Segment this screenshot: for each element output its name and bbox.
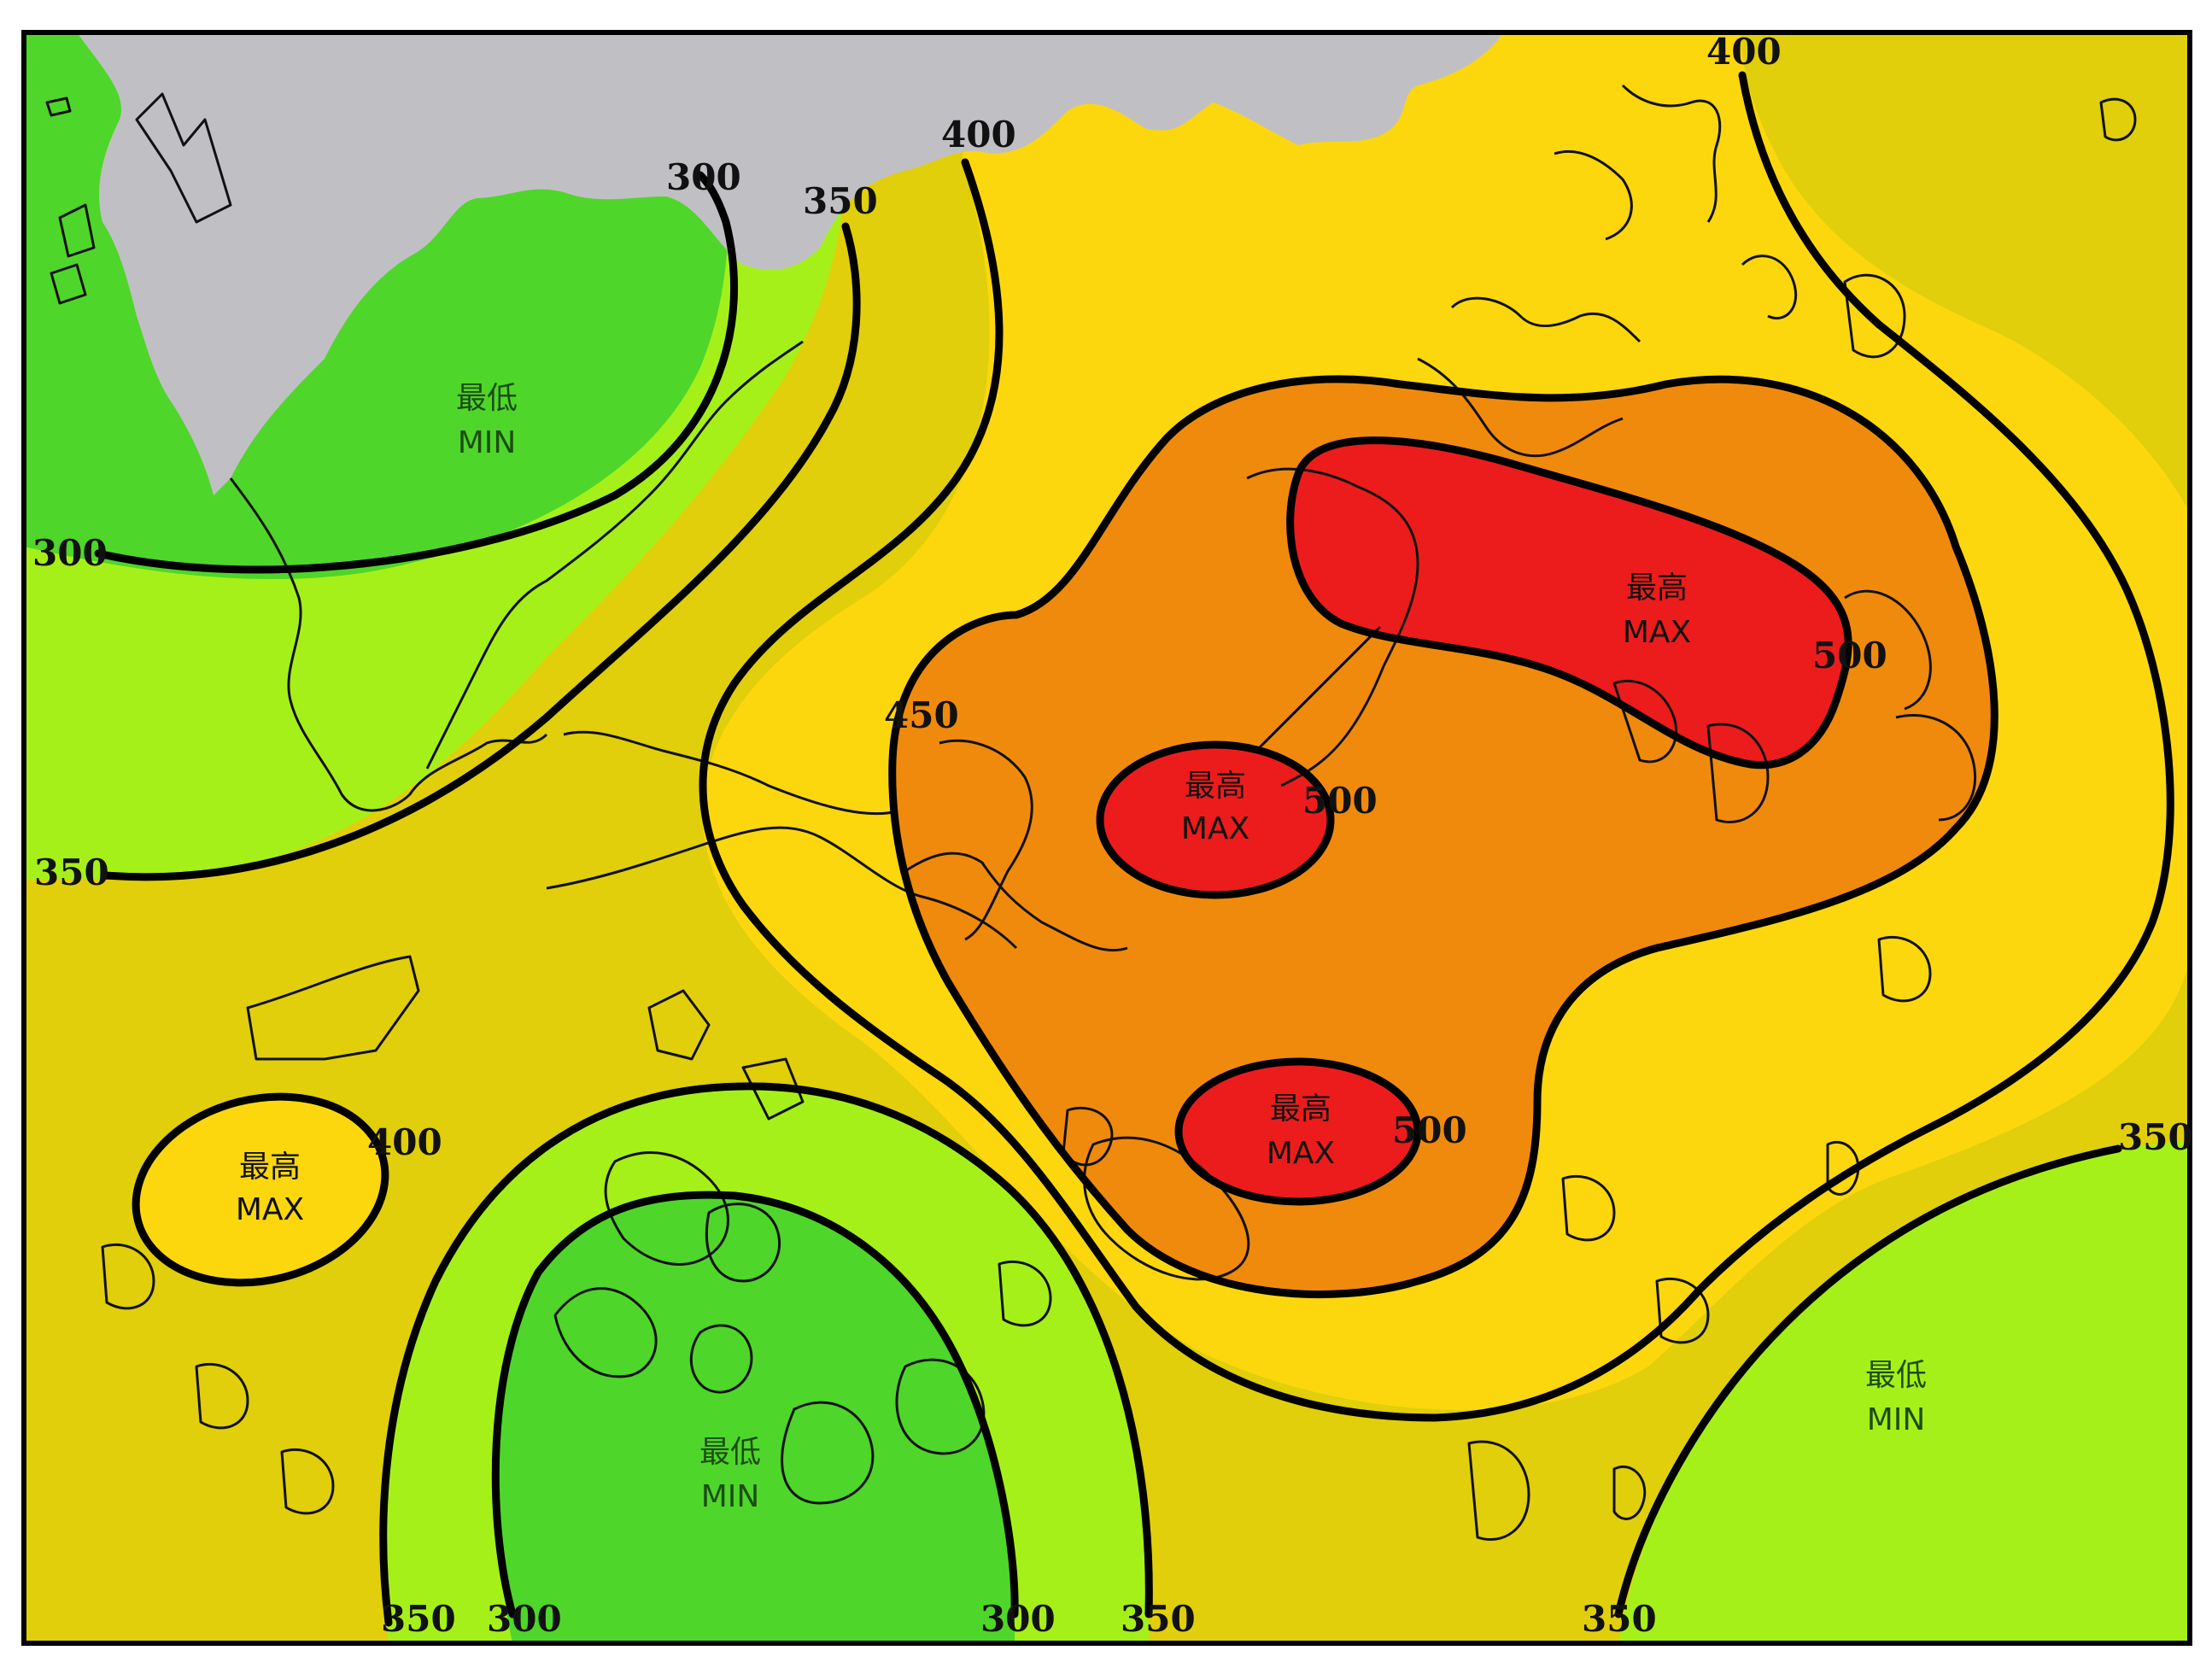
min-northwest-en: MIN [458, 425, 517, 460]
min-northwest-zh: 最低 [456, 381, 518, 416]
max-south-zh: 最高 [1270, 1091, 1331, 1127]
contour-label-300-bottom-left: 300 [487, 1598, 562, 1640]
contour-label-350-east: 350 [2118, 1116, 2193, 1158]
max-northeast-en: MAX [1623, 615, 1691, 650]
contour-300-northwest [94, 171, 739, 574]
contour-label-300-west: 300 [32, 532, 108, 574]
max-southwest-en: MAX [236, 1192, 304, 1227]
contour-400-southwest [132, 1092, 389, 1287]
map-border [21, 30, 2192, 1646]
band-300-350-southeast [1618, 1140, 2190, 1643]
max-northeast-area [1290, 440, 1849, 765]
contour-label-350-west: 350 [34, 851, 109, 893]
contour-label-350-bottom-left: 350 [381, 1598, 456, 1640]
min-south-zh: 最低 [699, 1435, 761, 1470]
band-lt300-south [495, 1195, 1015, 1643]
contour-label-500-center: 500 [1302, 780, 1378, 822]
contour-label-400-southwest: 400 [367, 1121, 442, 1163]
contour-label-500-east: 500 [1812, 635, 1887, 676]
min-southeast-en: MIN [1867, 1402, 1926, 1437]
contour-label-300-north: 300 [666, 156, 741, 198]
contour-label-350-bottom-right: 350 [1582, 1598, 1657, 1640]
max-center-en: MAX [1181, 811, 1249, 846]
contour-label-350-north: 350 [803, 180, 878, 222]
contour-500-center [1096, 740, 1335, 899]
contour-label-400-north: 400 [941, 114, 1016, 155]
max-center-area [1100, 745, 1331, 895]
extrema-labels: 最低 MIN 最高 MAX 最高 MAX 最高 MAX 最高 MAX 最低 MI… [236, 381, 1927, 1514]
contour-value-labels: 300 350 400 400 300 350 450 500 500 500 … [32, 31, 2193, 1640]
max-center-zh: 最高 [1185, 769, 1246, 804]
contour-label-450-center: 450 [884, 694, 959, 736]
max-south-en: MAX [1267, 1136, 1335, 1171]
max-northeast-zh: 最高 [1626, 571, 1688, 606]
contour-label-350-bottom-center: 350 [1121, 1598, 1196, 1640]
bridge-line [1254, 626, 1381, 753]
max-southwest-area [136, 1097, 385, 1283]
contour-350-south [379, 1082, 1153, 1627]
max-southwest-zh: 最高 [239, 1150, 301, 1185]
contour-lines [94, 71, 2174, 1627]
contour-label-500-south: 500 [1392, 1109, 1467, 1151]
coastlines [45, 84, 2137, 1542]
contour-350-northwest [101, 222, 861, 881]
contour-label-400-northeast: 400 [1706, 31, 1782, 73]
contour-350-southeast [1614, 1144, 2122, 1618]
contour-300-south [491, 1191, 1019, 1618]
min-south-en: MIN [701, 1479, 760, 1514]
contour-500-south [1174, 1057, 1422, 1206]
min-southeast-zh: 最低 [1865, 1358, 1927, 1393]
max-south-area [1179, 1062, 1418, 1202]
contour-400-north [699, 71, 2174, 1422]
contour-450-center [888, 375, 1998, 1299]
mainland-land [77, 32, 1503, 495]
contour-label-300-bottom-center: 300 [980, 1598, 1056, 1640]
